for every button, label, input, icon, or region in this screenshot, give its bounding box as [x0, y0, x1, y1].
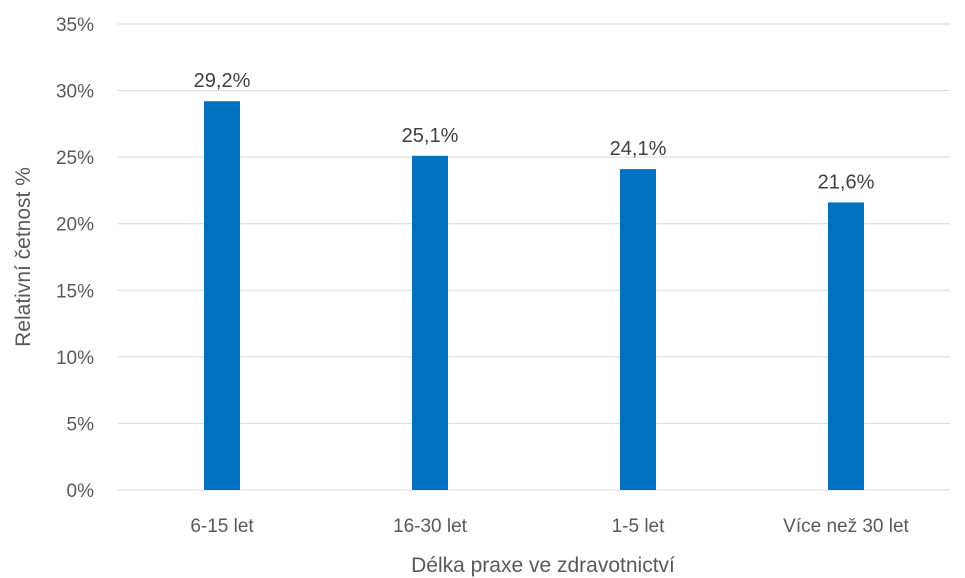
bar [204, 101, 240, 491]
bar [828, 202, 864, 490]
bar-value-label: 21,6% [818, 171, 875, 193]
bar-value-label: 29,2% [194, 70, 251, 92]
x-tick-label: Více než 30 let [783, 516, 909, 537]
x-axis-title: Délka praxe ve zdravotnictví [411, 554, 675, 577]
y-axis-ticks: 0% 5% 10% 15% 20% 25% 30% 35% [56, 15, 94, 502]
bar-value-label: 24,1% [610, 138, 667, 160]
bar-value-label: 25,1% [402, 125, 459, 147]
y-tick-label: 15% [56, 281, 94, 302]
data-labels: 29,2% 25,1% 24,1% 21,6% [194, 70, 875, 193]
bar [620, 169, 656, 490]
x-tick-label: 6-15 let [190, 516, 254, 537]
x-tick-label: 1-5 let [612, 516, 666, 537]
x-tick-label: 16-30 let [393, 516, 468, 537]
x-axis-ticks: 6-15 let 16-30 let 1-5 let Více než 30 let [190, 516, 909, 537]
y-tick-label: 35% [56, 15, 94, 36]
bars [204, 101, 864, 491]
y-tick-label: 20% [56, 215, 94, 236]
y-tick-label: 5% [67, 414, 95, 435]
y-tick-label: 0% [67, 481, 95, 502]
y-tick-label: 30% [56, 82, 94, 103]
gridlines [118, 23, 950, 491]
y-tick-label: 10% [56, 348, 94, 369]
y-tick-label: 25% [56, 148, 94, 169]
y-axis-title: Relativní četnost % [12, 167, 35, 347]
bar [412, 155, 448, 490]
